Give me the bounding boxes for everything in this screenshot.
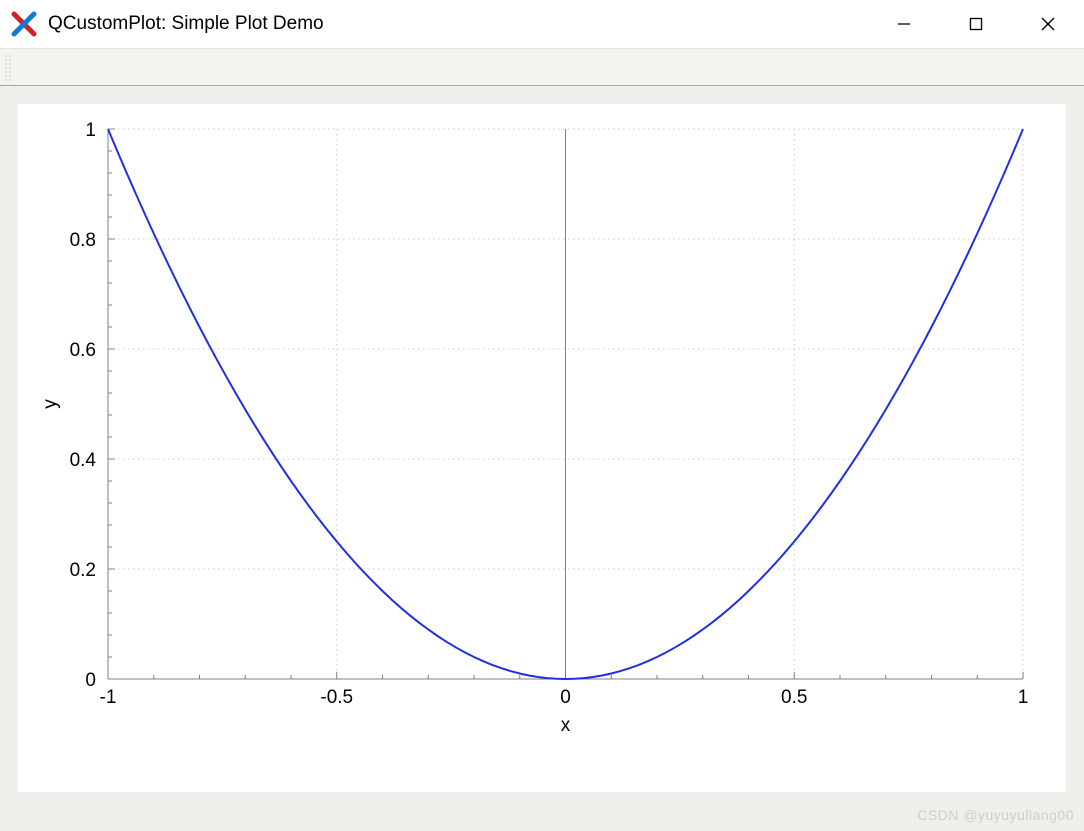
svg-text:0.8: 0.8 — [70, 230, 96, 251]
app-icon — [10, 10, 38, 38]
content-area: -1 -0.5 0 0.5 1 0 0.2 0.4 0.6 0.8 1 x y — [0, 86, 1084, 831]
plot-canvas: -1 -0.5 0 0.5 1 0 0.2 0.4 0.6 0.8 1 x y — [18, 104, 1066, 792]
window-title: QCustomPlot: Simple Plot Demo — [48, 13, 868, 35]
svg-text:1: 1 — [1018, 687, 1029, 708]
svg-text:y: y — [40, 399, 61, 409]
app-window: QCustomPlot: Simple Plot Demo -1 -0.5 0 — [0, 0, 1084, 831]
svg-text:0.4: 0.4 — [70, 450, 97, 471]
svg-text:x: x — [561, 715, 571, 736]
svg-text:-1: -1 — [100, 687, 117, 708]
minimize-button[interactable] — [868, 0, 940, 48]
toolbar-area — [0, 48, 1084, 86]
close-button[interactable] — [1012, 0, 1084, 48]
svg-text:0: 0 — [85, 670, 96, 691]
titlebar: QCustomPlot: Simple Plot Demo — [0, 0, 1084, 48]
svg-text:0.5: 0.5 — [781, 687, 807, 708]
svg-text:0.2: 0.2 — [70, 560, 96, 581]
maximize-button[interactable] — [940, 0, 1012, 48]
svg-text:0: 0 — [560, 687, 571, 708]
svg-text:-0.5: -0.5 — [320, 687, 353, 708]
watermark-text: CSDN @yuyuyuliang00 — [917, 807, 1074, 823]
svg-text:1: 1 — [85, 120, 96, 141]
window-controls — [868, 0, 1084, 48]
svg-text:0.6: 0.6 — [70, 340, 96, 361]
plot-widget[interactable]: -1 -0.5 0 0.5 1 0 0.2 0.4 0.6 0.8 1 x y — [18, 104, 1066, 792]
